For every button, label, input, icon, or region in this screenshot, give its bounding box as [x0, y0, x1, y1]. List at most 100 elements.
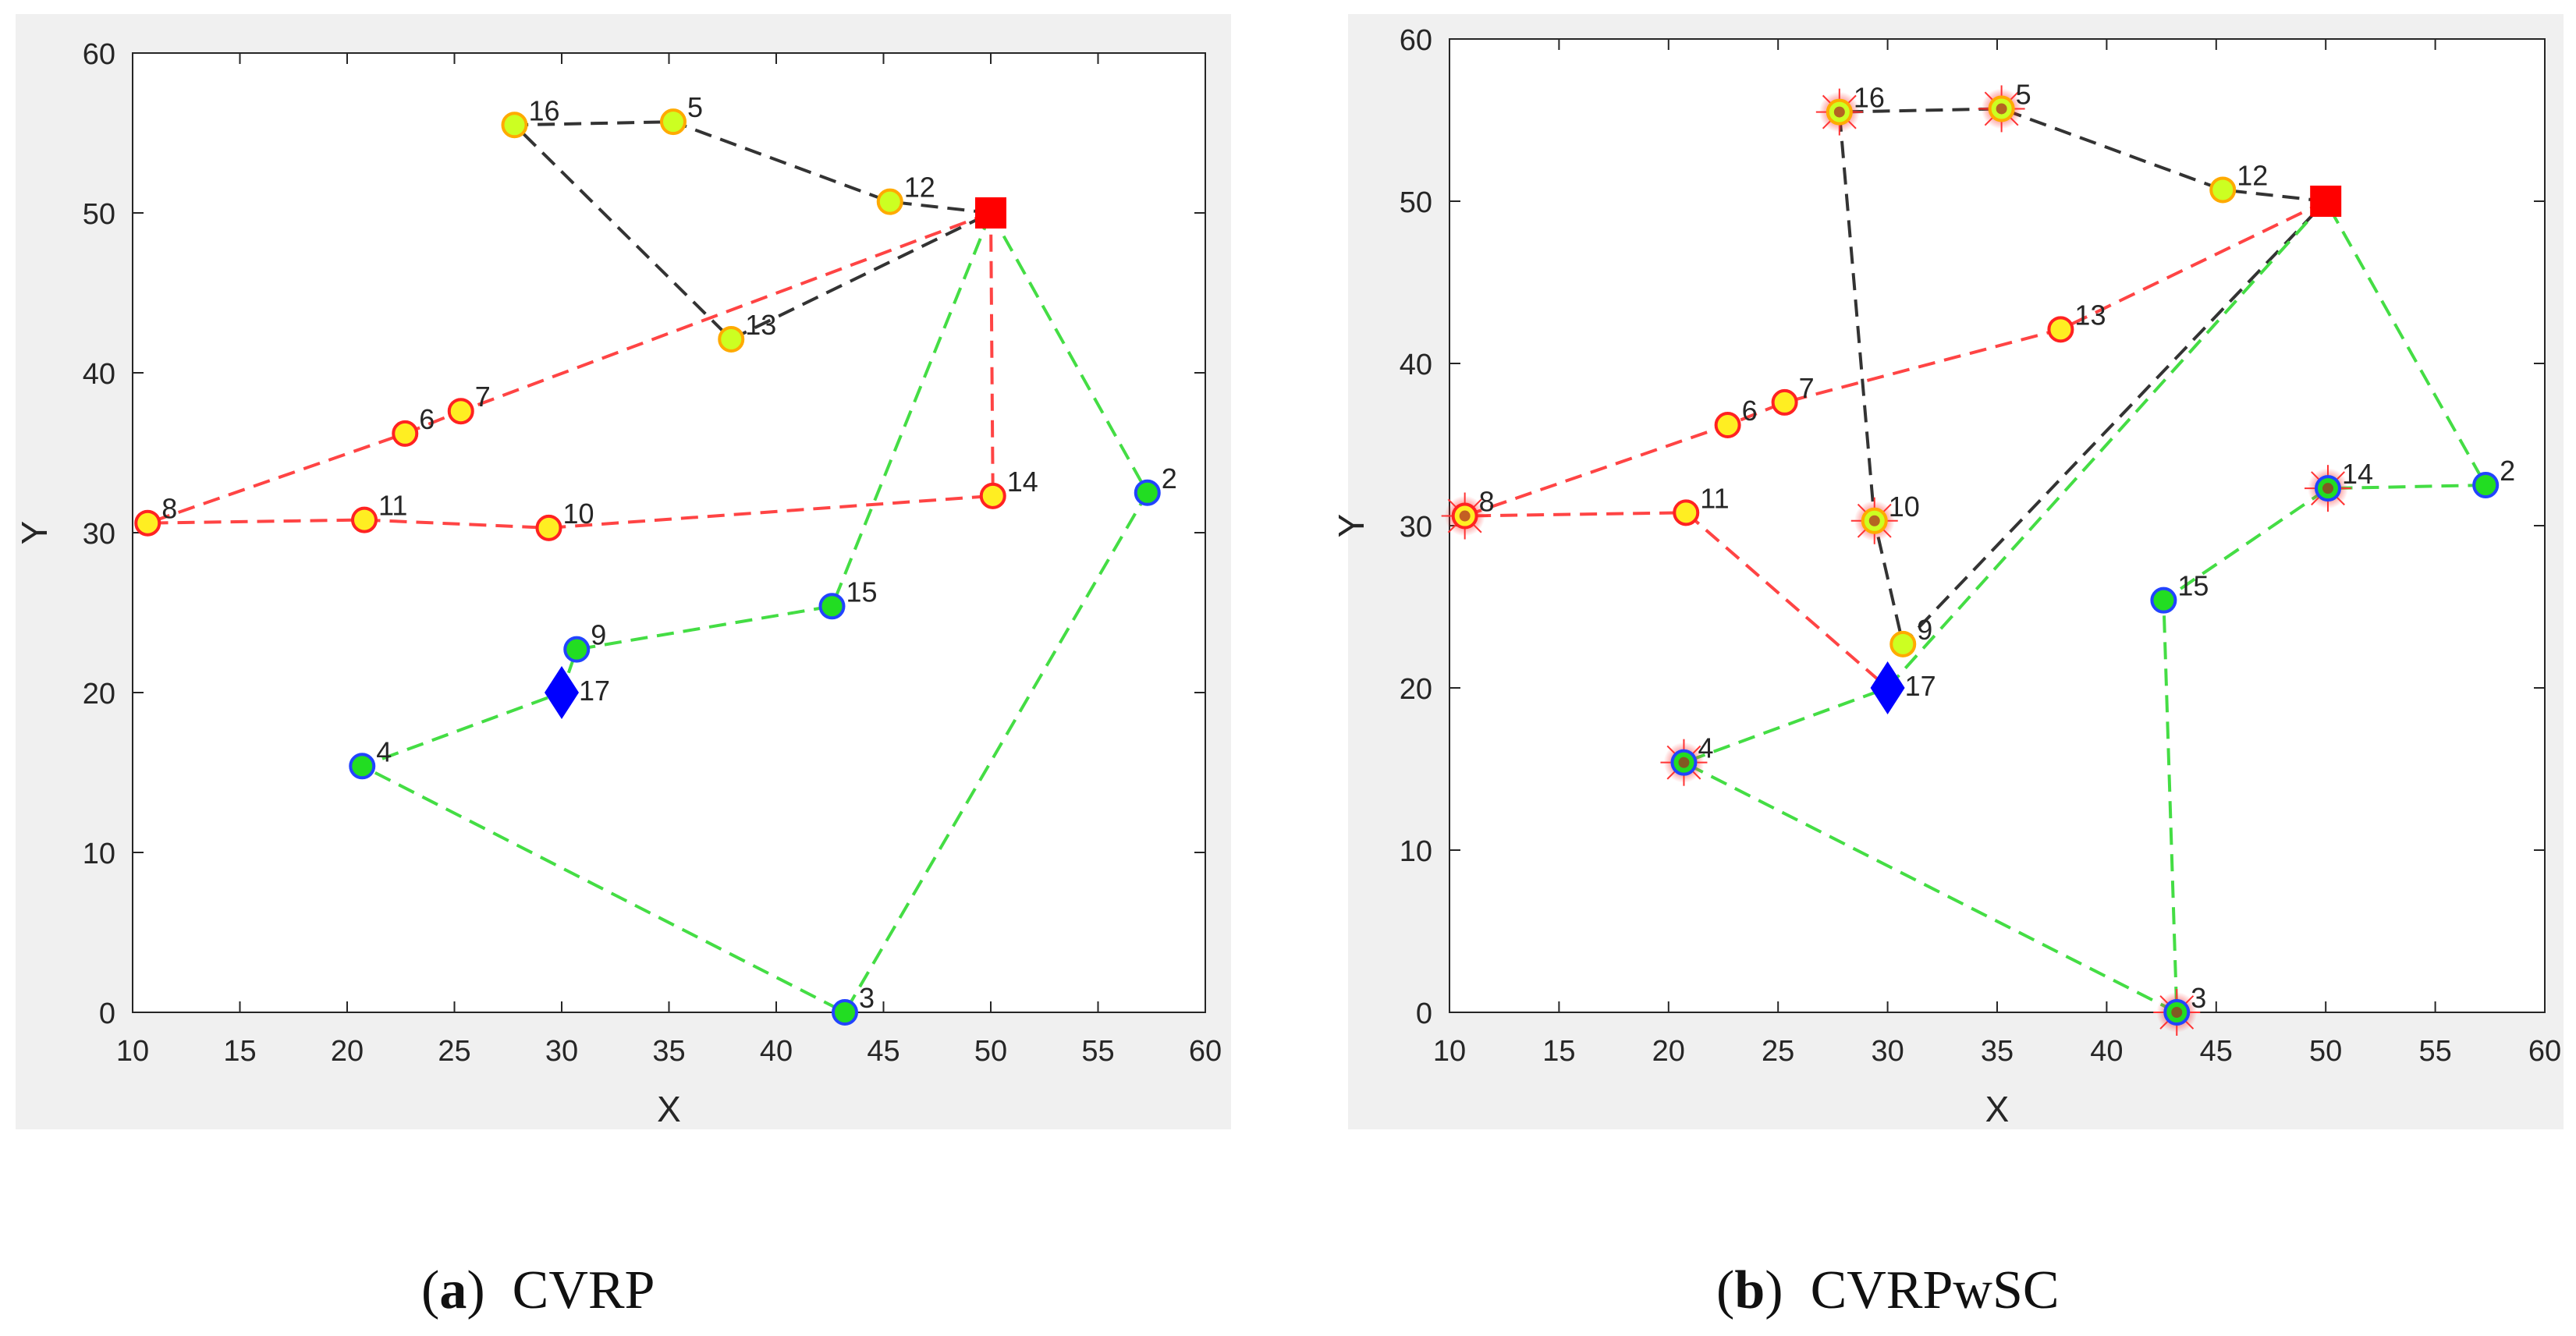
chart-a-plot-area	[132, 52, 1206, 1013]
chart-b-xtick-label: 10	[1433, 1035, 1466, 1068]
chart-b-point-15	[2150, 586, 2177, 614]
chart-b-point-10-core	[1868, 515, 1880, 526]
chart-b-xtick-label: 20	[1652, 1035, 1685, 1068]
chart-a-point-13	[718, 325, 745, 353]
chart-a-route-black	[510, 120, 992, 342]
chart-b-ytick-label: 50	[1400, 186, 1432, 219]
chart-b-point-label-5: 5	[2016, 78, 2031, 110]
chart-b-point-9	[1889, 630, 1917, 657]
chart-b-point-14-core	[2322, 483, 2334, 494]
chart-a-point-label-9: 9	[591, 619, 606, 651]
chart-b-point-label-9: 9	[1917, 614, 1932, 646]
chart-a-point-label-12: 12	[904, 172, 935, 204]
chart-b-ytick-label: 0	[1416, 998, 1432, 1030]
chart-a-point-label-14: 14	[1007, 466, 1038, 498]
chart-a-point-7	[447, 398, 474, 425]
chart-b-ytick-label: 20	[1400, 673, 1432, 706]
caption-a-open: (	[421, 1260, 440, 1320]
caption-a-close: )	[467, 1260, 485, 1320]
caption-a-letter: a	[439, 1260, 467, 1320]
chart-b-ytick-label: 40	[1400, 349, 1432, 381]
chart-b-point-label-8: 8	[1479, 486, 1495, 518]
chart-b-point-2	[2472, 472, 2500, 498]
chart-b-ytick-label: 30	[1400, 511, 1432, 544]
chart-a-point-label-6: 6	[419, 403, 435, 435]
caption-b-text: CVRPwSC	[1810, 1260, 2060, 1320]
chart-b-point-11	[1673, 499, 1700, 526]
chart-b-point-label-12: 12	[2237, 159, 2268, 191]
chart-b-point-label-6: 6	[1742, 395, 1758, 427]
chart-a-point-11	[351, 506, 378, 533]
chart-a-xtick-label: 25	[438, 1035, 470, 1068]
chart-b-xtick-label: 50	[2309, 1035, 2342, 1068]
chart-b-xtick-label: 55	[2418, 1035, 2451, 1068]
chart-b-plot-area	[1449, 38, 2546, 1013]
chart-a-xtick-label: 10	[116, 1035, 149, 1068]
chart-a-point-label-4: 4	[376, 735, 392, 767]
chart-a-point-4	[349, 753, 376, 780]
chart-a-point-label-7: 7	[475, 381, 491, 413]
chart-a-ytick-label: 40	[83, 358, 115, 391]
chart-a-xtick-label: 40	[760, 1035, 793, 1068]
caption-b-close: )	[1765, 1260, 1783, 1320]
chart-b-xtick-label: 45	[2200, 1035, 2233, 1068]
chart-b-route-green	[1680, 198, 2489, 1015]
chart-b-depot-label-17: 17	[1905, 670, 1936, 702]
chart-b-point-label-14: 14	[2342, 458, 2373, 490]
chart-a-ytick-label: 30	[83, 518, 115, 551]
chart-b-point-label-13: 13	[2074, 299, 2106, 331]
chart-b-point-12	[2209, 176, 2237, 204]
chart-a-xtick-label: 45	[867, 1035, 899, 1068]
chart-a-xtick-label: 30	[545, 1035, 578, 1068]
chart-a-point-label-16: 16	[529, 94, 560, 126]
chart-b-point-4-core	[1678, 757, 1690, 768]
chart-b-ytick-label: 10	[1400, 835, 1432, 868]
chart-b-point-7	[1771, 388, 1798, 416]
chart-a-point-14	[979, 482, 1006, 509]
chart-b-point-13	[2047, 316, 2074, 343]
chart-a-ytick-label: 10	[83, 838, 115, 870]
chart-a-route-green	[358, 212, 1150, 1015]
chart-b: 10 15 20 25 30 35 40 45 50 55 600102030405060XY234…	[1331, 24, 2561, 1129]
chart-b-point-6	[1714, 412, 1741, 439]
chart-a-point-label-8: 8	[161, 493, 177, 525]
chart-a-depot-label-17: 17	[579, 675, 610, 707]
caption-a: (a) CVRP	[421, 1260, 655, 1322]
caption-b: (b) CVRPwSC	[1716, 1260, 2060, 1322]
chart-b-point-8-core	[1459, 510, 1471, 522]
chart-a-depot-diamond	[545, 666, 579, 719]
chart-a-point-9	[563, 636, 591, 663]
chart-b-point-label-3: 3	[2191, 982, 2206, 1014]
chart-a-point-6	[392, 420, 419, 447]
chart-a-ytick-label: 0	[99, 998, 115, 1030]
chart-b-xlabel: X	[1985, 1089, 2010, 1129]
chart-a: 10 15 20 25 30 35 40 45 50 55 600102030405060XY234…	[14, 38, 1222, 1129]
chart-b-ytick-label: 60	[1400, 24, 1432, 57]
chart-a-ytick-label: 20	[83, 678, 115, 711]
chart-a-xtick-label: 60	[1189, 1035, 1222, 1068]
caption-b-letter: b	[1734, 1260, 1765, 1320]
chart-b-point-3-core	[2171, 1007, 2183, 1018]
chart-a-point-8	[134, 509, 161, 537]
chart-b-point-label-15: 15	[2177, 570, 2209, 602]
chart-a-point-label-15: 15	[846, 576, 878, 608]
chart-a-xtick-label: 50	[974, 1035, 1007, 1068]
chart-b-xtick-label: 30	[1871, 1035, 1904, 1068]
chart-b-point-label-4: 4	[1698, 732, 1713, 764]
chart-b-xtick-label: 35	[1981, 1035, 2014, 1068]
chart-a-xtick-label: 55	[1081, 1035, 1114, 1068]
chart-a-point-label-13: 13	[745, 309, 776, 341]
chart-a-point-2	[1134, 479, 1161, 506]
chart-a-point-5	[660, 108, 687, 136]
chart-a-point-3	[832, 999, 858, 1026]
chart-b-depot-square	[2310, 186, 2342, 217]
chart-b-point-5-core	[1996, 103, 2007, 115]
chart-a-xlabel: X	[657, 1089, 681, 1129]
chart-a-xtick-label: 15	[223, 1035, 256, 1068]
chart-a-xtick-label: 20	[331, 1035, 364, 1068]
chart-a-point-10	[535, 514, 562, 541]
chart-b-point-16-core	[1833, 106, 1845, 118]
chart-a-point-16	[501, 112, 528, 139]
chart-a-point-12	[876, 188, 903, 215]
